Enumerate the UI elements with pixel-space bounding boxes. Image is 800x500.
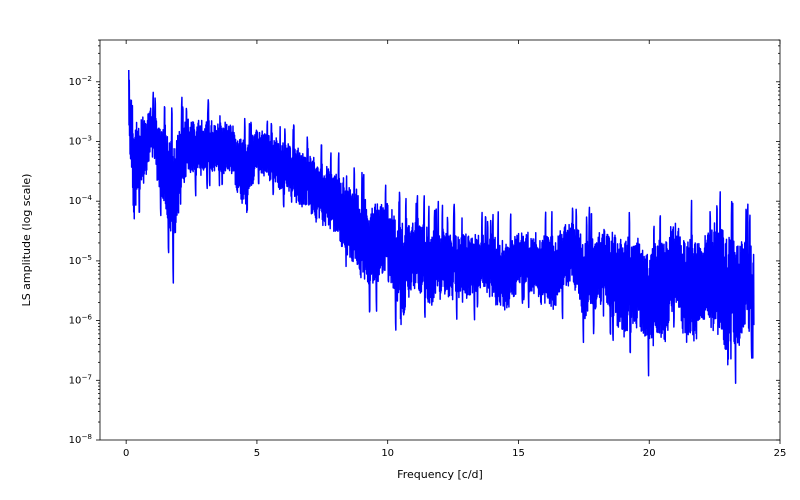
- x-tick-label: 15: [512, 448, 525, 459]
- x-axis-label: Frequency [c/d]: [397, 468, 483, 481]
- y-tick-label: 10−5: [69, 252, 92, 267]
- periodogram-chart: 0 5 10 15 20 25 Frequency [c/d] 10−8 10−7 10−6 10−…: [0, 0, 800, 500]
- y-tick-label: 10−3: [69, 133, 92, 148]
- y-tick-label: 10−8: [69, 432, 93, 447]
- y-tick-label: 10−6: [69, 312, 93, 327]
- y-axis-label: LS amplitude (log scale): [20, 174, 33, 307]
- x-tick-label: 5: [254, 448, 260, 459]
- x-tick-label: 0: [123, 448, 129, 459]
- y-tick-label: 10−2: [69, 73, 92, 88]
- x-tick-label: 25: [774, 448, 787, 459]
- y-tick-label: 10−4: [69, 193, 93, 208]
- periodogram-line: [129, 70, 754, 383]
- x-tick-label: 20: [643, 448, 656, 459]
- y-tick-label: 10−7: [69, 372, 92, 387]
- x-tick-label: 10: [381, 448, 394, 459]
- chart-svg: 0 5 10 15 20 25 Frequency [c/d] 10−8 10−7 10−6 10−…: [0, 0, 800, 500]
